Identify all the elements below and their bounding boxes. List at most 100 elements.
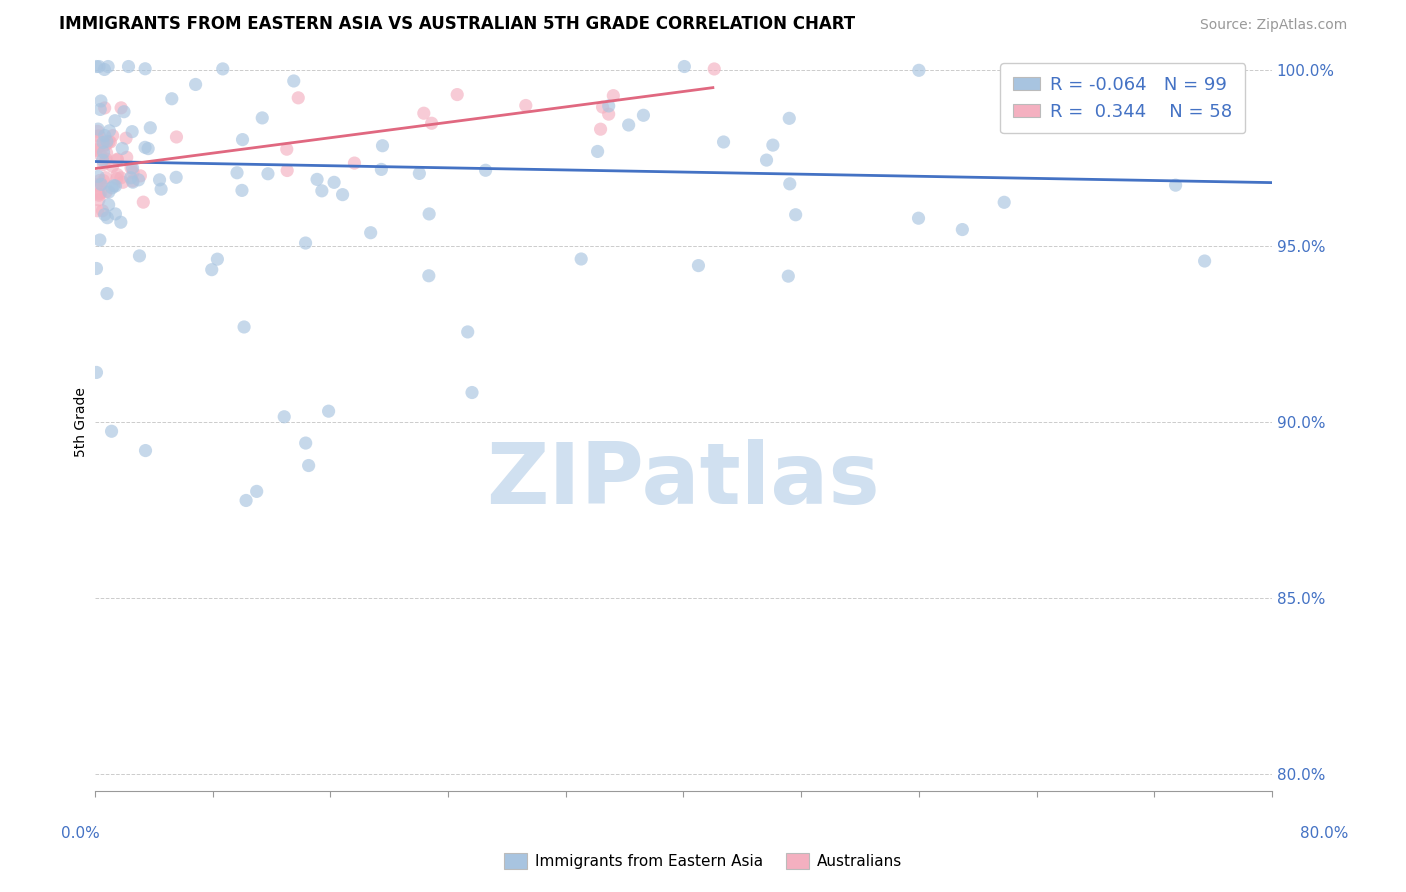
Point bbox=[673, 60, 696, 74]
Point bbox=[89, 103, 111, 117]
Point bbox=[87, 193, 110, 207]
Point bbox=[598, 99, 620, 113]
Point bbox=[89, 173, 111, 187]
Point bbox=[94, 170, 117, 185]
Point bbox=[515, 98, 537, 112]
Point bbox=[90, 148, 112, 162]
Point bbox=[87, 122, 110, 136]
Point bbox=[104, 207, 127, 221]
Point bbox=[101, 128, 124, 143]
Point bbox=[418, 268, 440, 283]
Point bbox=[120, 161, 142, 175]
Text: Source: ZipAtlas.com: Source: ZipAtlas.com bbox=[1199, 18, 1347, 31]
Point bbox=[97, 135, 120, 149]
Point bbox=[110, 101, 132, 115]
Point bbox=[257, 167, 280, 181]
Point bbox=[688, 259, 710, 273]
Point bbox=[762, 138, 785, 153]
Point bbox=[246, 484, 269, 499]
Point bbox=[420, 116, 443, 130]
Point bbox=[307, 172, 329, 186]
Legend: Immigrants from Eastern Asia, Australians: Immigrants from Eastern Asia, Australian… bbox=[498, 847, 908, 875]
Point bbox=[1194, 254, 1216, 268]
Point bbox=[89, 178, 111, 193]
Point bbox=[86, 144, 108, 158]
Point bbox=[91, 203, 114, 218]
Point bbox=[104, 178, 127, 193]
Point bbox=[184, 78, 207, 92]
Text: 0.0%: 0.0% bbox=[60, 827, 100, 841]
Point bbox=[128, 173, 150, 187]
Point bbox=[457, 325, 479, 339]
Point bbox=[633, 108, 655, 122]
Point bbox=[602, 88, 624, 103]
Point bbox=[97, 198, 120, 212]
Point bbox=[96, 134, 118, 148]
Point bbox=[211, 62, 233, 76]
Point bbox=[139, 120, 162, 135]
Point bbox=[86, 261, 108, 276]
Point bbox=[343, 156, 366, 170]
Point bbox=[97, 185, 120, 199]
Point bbox=[94, 154, 117, 169]
Point bbox=[148, 173, 170, 187]
Point bbox=[115, 150, 138, 164]
Point bbox=[86, 203, 108, 218]
Point bbox=[98, 124, 121, 138]
Point bbox=[93, 173, 115, 187]
Point bbox=[86, 124, 108, 138]
Point bbox=[273, 409, 295, 424]
Point bbox=[950, 222, 973, 236]
Point bbox=[703, 62, 725, 76]
Point bbox=[713, 135, 735, 149]
Point bbox=[283, 74, 305, 88]
Point bbox=[201, 262, 224, 277]
Point bbox=[231, 132, 253, 146]
Point bbox=[105, 153, 128, 167]
Point bbox=[110, 215, 132, 229]
Point bbox=[235, 493, 257, 508]
Text: 80.0%: 80.0% bbox=[1301, 827, 1348, 841]
Point bbox=[132, 195, 155, 210]
Point bbox=[121, 125, 143, 139]
Point bbox=[134, 62, 156, 76]
Point bbox=[226, 166, 249, 180]
Point bbox=[569, 252, 592, 266]
Text: IMMIGRANTS FROM EASTERN ASIA VS AUSTRALIAN 5TH GRADE CORRELATION CHART: IMMIGRANTS FROM EASTERN ASIA VS AUSTRALI… bbox=[59, 14, 855, 32]
Point bbox=[111, 175, 134, 189]
Point bbox=[461, 385, 484, 400]
Point bbox=[96, 145, 118, 160]
Point bbox=[86, 366, 108, 380]
Point bbox=[165, 170, 187, 185]
Point bbox=[121, 174, 143, 188]
Point bbox=[93, 139, 115, 153]
Point bbox=[86, 60, 108, 74]
Point bbox=[207, 252, 229, 267]
Point bbox=[93, 62, 115, 77]
Point bbox=[93, 128, 115, 143]
Point bbox=[371, 138, 394, 153]
Point bbox=[778, 112, 800, 126]
Point bbox=[94, 185, 117, 199]
Point bbox=[103, 178, 125, 193]
Point bbox=[96, 211, 118, 225]
Point bbox=[755, 153, 778, 167]
Point bbox=[105, 168, 128, 182]
Point bbox=[90, 178, 112, 192]
Point bbox=[1164, 178, 1187, 193]
Point bbox=[100, 135, 122, 149]
Point bbox=[294, 235, 316, 250]
Point bbox=[104, 113, 127, 128]
Point bbox=[785, 208, 807, 222]
Point bbox=[101, 181, 124, 195]
Point bbox=[93, 208, 115, 222]
Point bbox=[598, 107, 620, 121]
Point bbox=[87, 139, 110, 153]
Point bbox=[120, 170, 142, 185]
Point bbox=[332, 187, 354, 202]
Point bbox=[294, 436, 316, 450]
Point bbox=[97, 60, 120, 74]
Point bbox=[446, 87, 468, 102]
Point bbox=[276, 163, 298, 178]
Point bbox=[778, 269, 800, 284]
